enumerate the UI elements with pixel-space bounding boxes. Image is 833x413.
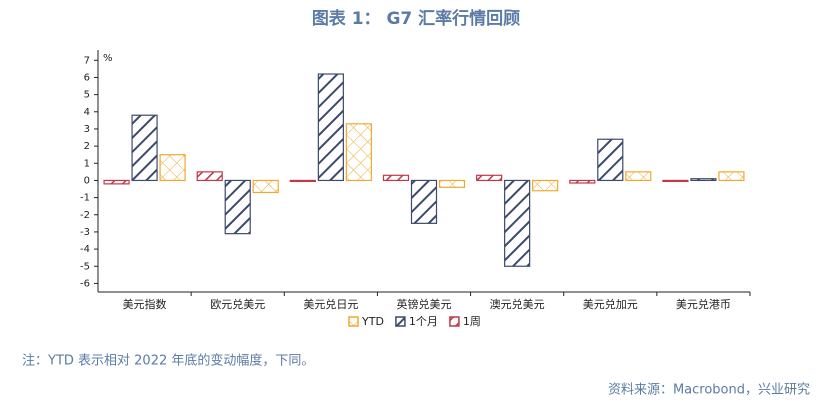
x-tick-label: 美元指数: [123, 297, 167, 311]
y-tick-label: 1: [84, 158, 90, 169]
y-tick-label: -2: [80, 210, 90, 221]
bar: [438, 179, 466, 188]
y-tick-label: 7: [84, 55, 90, 66]
legend-swatch: [348, 316, 359, 327]
x-tick-label: 美元兑加元: [583, 297, 638, 311]
bar: [224, 179, 251, 235]
bar: [159, 154, 186, 182]
legend-label: 1周: [463, 315, 481, 328]
y-tick-label: -1: [80, 193, 90, 204]
bar: [289, 179, 316, 183]
y-tick-label: 0: [84, 175, 90, 186]
bar: [382, 174, 410, 182]
bar: [718, 171, 745, 182]
bar: [345, 123, 372, 182]
y-tick-label: 4: [84, 107, 90, 118]
legend-swatch: [395, 316, 406, 327]
legend-label: 1个月: [409, 315, 438, 328]
y-tick-label: 3: [84, 124, 90, 135]
x-tick-label: 澳元兑美元: [490, 297, 545, 311]
bar: [476, 174, 503, 182]
note: 注：YTD 表示相对 2022 年底的变动幅度，下同。: [22, 353, 314, 369]
y-tick-label: -4: [80, 244, 90, 255]
y-tick-label: -5: [80, 261, 90, 272]
bar: [662, 179, 689, 183]
legend-label: YTD: [361, 315, 384, 328]
y-tick-label: 5: [84, 90, 90, 101]
chart-title: 图表 1： G7 汇率行情回顾: [312, 8, 520, 29]
x-tick-label: 美元兑港币: [676, 297, 731, 311]
bar: [597, 138, 624, 182]
legend-swatch: [449, 316, 460, 327]
x-tick-label: 欧元兑美元: [210, 297, 265, 311]
bar: [196, 171, 223, 182]
bar: [252, 179, 279, 194]
bar: [569, 179, 596, 184]
x-tick-label: 英镑兑美元: [397, 297, 452, 311]
bar: [625, 171, 652, 182]
y-tick-label: 6: [84, 72, 90, 83]
bar: [103, 179, 130, 185]
unit-label: %: [103, 53, 113, 64]
y-tick-label: -6: [80, 278, 90, 289]
y-tick-label: -3: [80, 227, 90, 238]
x-tick-label: 美元兑日元: [303, 297, 358, 311]
y-tick-label: 2: [84, 141, 90, 152]
bar: [504, 179, 531, 267]
bar: [317, 73, 344, 182]
bar: [532, 179, 559, 192]
bar: [131, 114, 158, 182]
bar: [690, 178, 717, 182]
bar: [410, 179, 438, 224]
source: 资料来源：Macrobond，兴业研究: [608, 383, 810, 398]
